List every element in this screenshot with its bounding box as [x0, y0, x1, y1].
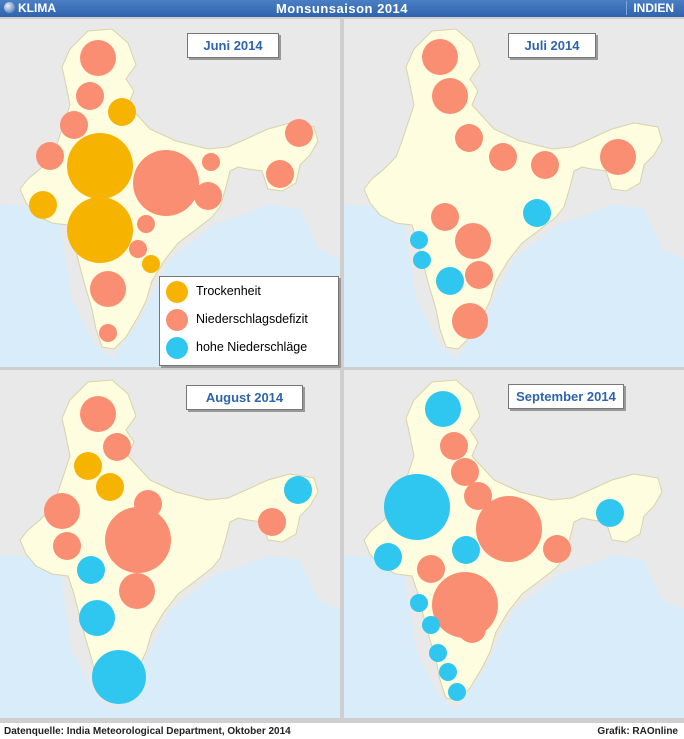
rain-bubble-hoch [410, 594, 428, 612]
rain-bubble-hoch [374, 543, 402, 571]
rain-bubble-hoch [92, 650, 146, 704]
globe-icon [4, 2, 15, 13]
rain-bubble-defizit [202, 153, 220, 171]
rain-bubble-defizit [119, 573, 155, 609]
header-title: Monsunsaison 2014 [275, 1, 409, 16]
legend-swatch [166, 309, 188, 331]
rain-bubble-defizit [285, 119, 313, 147]
panel-august: August 2014 [0, 370, 340, 718]
header-left: KLIMA [4, 1, 56, 15]
footer-source: Datenquelle: India Meteorological Depart… [4, 726, 291, 737]
rain-bubble-hoch [448, 683, 466, 701]
panel-title-september: September 2014 [508, 384, 624, 409]
rain-bubble-trockenheit [74, 452, 102, 480]
rain-bubble-hoch [452, 536, 480, 564]
panel-title-august: August 2014 [186, 385, 303, 410]
rain-bubble-defizit [451, 458, 479, 486]
rain-bubble-hoch [384, 474, 450, 540]
rain-bubble-defizit [76, 82, 104, 110]
rain-bubble-defizit [458, 615, 486, 643]
rain-bubble-trockenheit [67, 133, 133, 199]
rain-bubble-defizit [432, 78, 468, 114]
header-klima-label: KLIMA [18, 1, 56, 15]
bubbles-juli [410, 39, 636, 339]
rain-bubble-defizit [133, 150, 199, 216]
rain-bubble-hoch [284, 476, 312, 504]
rain-bubble-defizit [455, 223, 491, 259]
rain-bubble-hoch [425, 391, 461, 427]
rain-bubble-hoch [422, 616, 440, 634]
rain-bubble-trockenheit [142, 255, 160, 273]
rain-bubble-defizit [417, 555, 445, 583]
rain-bubble-defizit [422, 39, 458, 75]
sea-area [344, 204, 684, 367]
rain-bubble-defizit [465, 261, 493, 289]
legend-swatch [166, 281, 188, 303]
rain-bubble-defizit [53, 532, 81, 560]
header-country-label: INDIEN [626, 1, 680, 15]
rain-bubble-defizit [44, 493, 80, 529]
rain-bubble-defizit [266, 160, 294, 188]
bubbles-juni [29, 40, 313, 342]
rain-bubble-defizit [476, 496, 542, 562]
legend-label: hohe Niederschläge [196, 340, 308, 354]
rain-bubble-defizit [452, 303, 488, 339]
bubbles-september [374, 391, 624, 701]
header-bar: KLIMA Monsunsaison 2014 INDIEN [0, 0, 684, 17]
rain-bubble-defizit [99, 324, 117, 342]
rain-bubble-hoch [436, 267, 464, 295]
legend-swatch [166, 337, 188, 359]
legend: Trockenheit Niederschlagsdefizit hohe Ni… [159, 276, 339, 366]
rain-bubble-defizit [129, 240, 147, 258]
rain-bubble-defizit [440, 432, 468, 460]
rain-bubble-defizit [80, 396, 116, 432]
header-right: INDIEN [626, 1, 680, 15]
rain-bubble-hoch [523, 199, 551, 227]
map-august [0, 370, 340, 718]
panel-juli: Juli 2014 [344, 19, 684, 367]
rain-bubble-hoch [429, 644, 447, 662]
rain-bubble-hoch [439, 663, 457, 681]
bubbles-august [44, 396, 312, 704]
panel-title-juli: Juli 2014 [508, 33, 596, 58]
rain-bubble-defizit [258, 508, 286, 536]
rain-bubble-trockenheit [67, 197, 133, 263]
map-september [344, 370, 684, 718]
rain-bubble-defizit [103, 433, 131, 461]
rain-bubble-defizit [455, 124, 483, 152]
rain-bubble-trockenheit [29, 191, 57, 219]
rain-bubble-defizit [600, 139, 636, 175]
footer-credit: Grafik: RAOnline [597, 726, 678, 737]
rain-bubble-defizit [80, 40, 116, 76]
rain-bubble-defizit [137, 215, 155, 233]
rain-bubble-trockenheit [96, 473, 124, 501]
rain-bubble-defizit [90, 271, 126, 307]
panel-september: September 2014 [344, 370, 684, 718]
rain-bubble-defizit [489, 143, 517, 171]
rain-bubble-defizit [105, 507, 171, 573]
rain-bubble-hoch [413, 251, 431, 269]
map-juli [344, 19, 684, 367]
rain-bubble-defizit [36, 142, 64, 170]
rain-bubble-defizit [431, 203, 459, 231]
rain-bubble-defizit [464, 482, 492, 510]
rain-bubble-defizit [60, 111, 88, 139]
legend-label: Trockenheit [196, 284, 261, 298]
rain-bubble-hoch [410, 231, 428, 249]
rain-bubble-trockenheit [108, 98, 136, 126]
rain-bubble-hoch [77, 556, 105, 584]
rain-bubble-hoch [79, 600, 115, 636]
rain-bubble-hoch [596, 499, 624, 527]
rain-bubble-defizit [543, 535, 571, 563]
footer: Datenquelle: India Meteorological Depart… [0, 723, 684, 739]
sea-area [0, 555, 340, 718]
rain-bubble-defizit [194, 182, 222, 210]
panel-title-juni: Juni 2014 [187, 33, 279, 58]
sea-area [344, 555, 684, 718]
rain-bubble-defizit [531, 151, 559, 179]
legend-label: Niederschlagsdefizit [196, 312, 308, 326]
